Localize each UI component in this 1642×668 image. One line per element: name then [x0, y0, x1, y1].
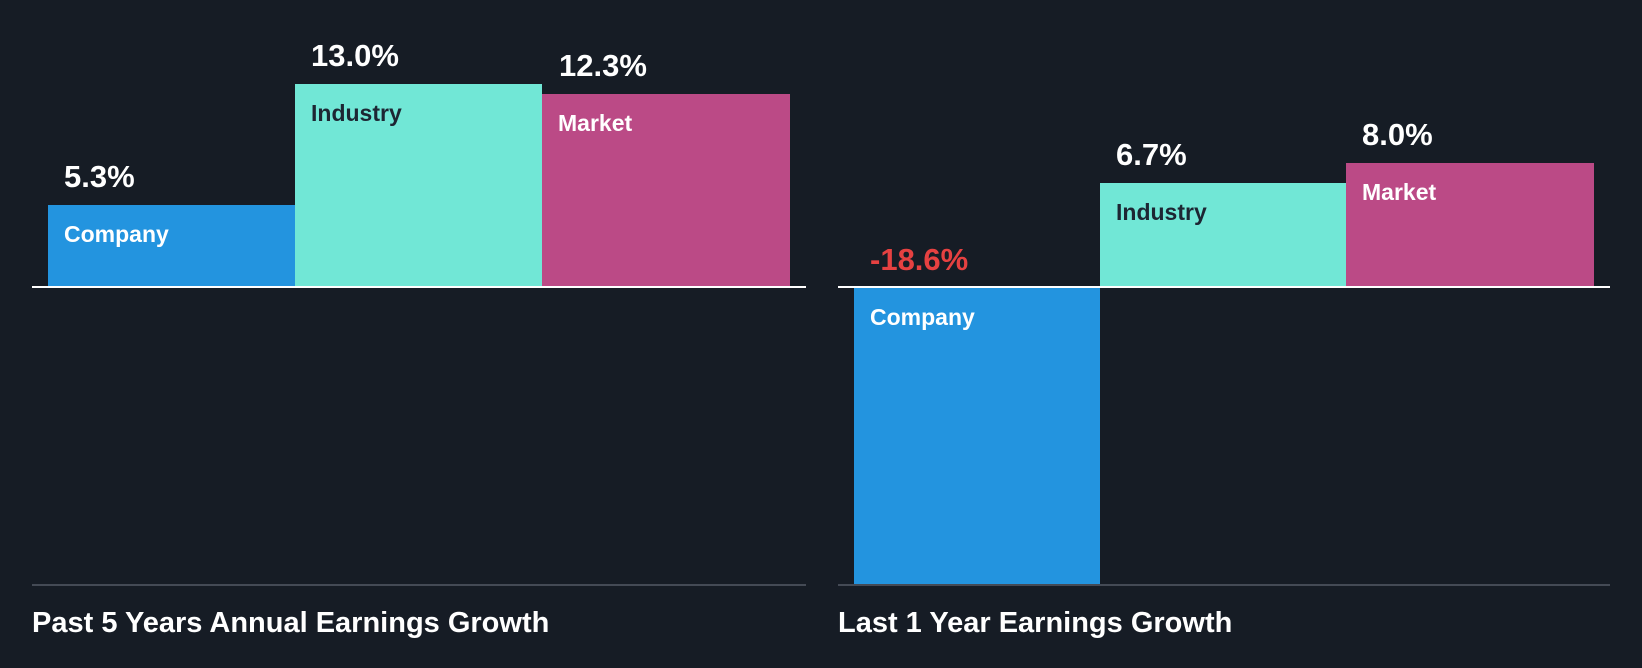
chart-title: Past 5 Years Annual Earnings Growth: [32, 607, 550, 639]
bar-industry: Industry: [1100, 183, 1346, 287]
zero-baseline: [32, 286, 806, 288]
bar-label: Market: [558, 110, 633, 136]
bar-company: Company: [854, 288, 1100, 584]
value-industry: 13.0%: [311, 38, 399, 73]
bar-label: Company: [870, 304, 975, 330]
axis-bottom-line: [838, 584, 1610, 586]
chart-past-5-years: Company Industry Market 5.3% 13.0% 12.3%…: [32, 38, 806, 639]
zero-baseline: [838, 286, 1610, 288]
bar-industry: Industry: [295, 84, 542, 287]
bar-market: Market: [1346, 163, 1594, 287]
value-market: 8.0%: [1362, 117, 1433, 152]
bar-market: Market: [542, 94, 790, 287]
bar-label: Company: [64, 221, 169, 247]
chart-title: Last 1 Year Earnings Growth: [838, 607, 1233, 639]
bar-company: Company: [48, 205, 295, 287]
bar-label: Industry: [1116, 199, 1207, 225]
value-industry: 6.7%: [1116, 137, 1187, 172]
value-company: 5.3%: [64, 159, 135, 194]
bar-label: Market: [1362, 179, 1437, 205]
value-market: 12.3%: [559, 48, 647, 83]
value-company: -18.6%: [870, 242, 969, 277]
bar-label: Industry: [311, 100, 402, 126]
axis-bottom-line: [32, 584, 806, 586]
